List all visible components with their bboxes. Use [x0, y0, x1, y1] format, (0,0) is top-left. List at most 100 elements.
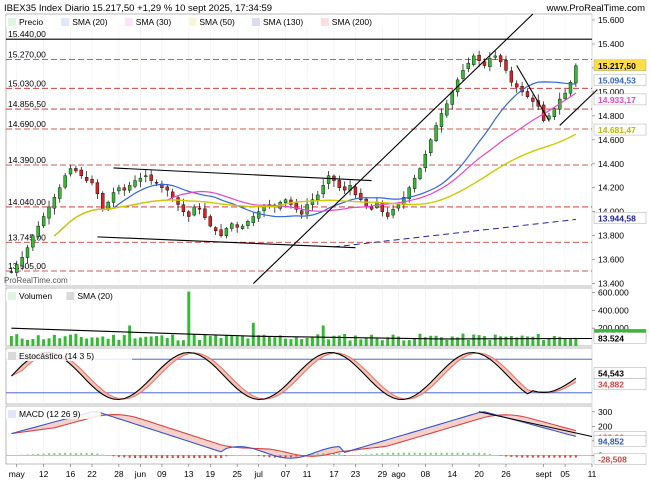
- x-tick-label: 17: [329, 469, 339, 479]
- volume-bar: [133, 338, 137, 346]
- macd-histogram-bar: [31, 454, 34, 456]
- candle-body: [509, 70, 514, 83]
- candle-body: [531, 97, 535, 102]
- volume-bar: [219, 337, 223, 346]
- candle-body: [25, 247, 30, 258]
- candle-body: [181, 204, 186, 212]
- volume-bar: [488, 340, 492, 346]
- macd-histogram-bar: [187, 455, 190, 459]
- volume-bar: [569, 338, 572, 346]
- macd-histogram-bar: [91, 452, 94, 456]
- volume-bar: [493, 334, 497, 346]
- macd-histogram-bar: [80, 452, 83, 456]
- macd-histogram-bar: [322, 453, 325, 456]
- candle-body: [391, 209, 395, 216]
- level-label: 13.745,00: [8, 232, 46, 242]
- macd-histogram-bar: [483, 453, 486, 456]
- candle-body: [515, 83, 519, 88]
- candle-body: [240, 225, 245, 229]
- volume-bar: [402, 340, 406, 346]
- volume-bar: [69, 334, 72, 346]
- candle-body: [450, 91, 454, 105]
- level-label: 13.505,00: [8, 261, 46, 271]
- chart-header-title: IBEX35 Index Diario 15.217,50 +1,29 % 10…: [4, 3, 272, 14]
- macd-histogram-bar: [392, 452, 395, 456]
- candle-body: [525, 91, 530, 97]
- macd-histogram-bar: [26, 454, 29, 456]
- sma-130-line: [333, 218, 576, 248]
- x-tick-label: 08: [421, 469, 431, 479]
- volume-bar: [273, 337, 277, 346]
- candle-body: [144, 175, 148, 177]
- volume-bar: [563, 338, 567, 346]
- candle-body: [536, 100, 540, 107]
- candle-body: [262, 206, 266, 212]
- volume-panel: 600.000400.000200.000121.29183.524Volume…: [5, 287, 647, 347]
- chart-header-source[interactable]: www.ProRealTime.com: [546, 3, 645, 14]
- legend-background: [6, 408, 101, 419]
- volume-bar: [284, 338, 288, 346]
- y-tick-label: 13.400: [598, 279, 624, 289]
- macd-histogram-bar: [311, 454, 314, 456]
- value-label: 94,852: [598, 437, 624, 447]
- macd-histogram-bar: [74, 452, 77, 456]
- candle-body: [154, 182, 159, 184]
- volume-bar: [47, 338, 51, 346]
- candle-body: [149, 174, 153, 181]
- macd-histogram-bar: [515, 455, 518, 458]
- value-label: 13.944,58: [598, 213, 636, 223]
- y-tick-label: 14.400: [598, 159, 624, 169]
- volume-bar: [26, 339, 29, 346]
- volume-bar: [316, 334, 320, 346]
- macd-histogram-bar: [424, 452, 427, 456]
- volume-bar: [337, 335, 341, 346]
- x-axis: may 12 16 22 28 jun 09 13 19 25 jul 07 11 17 23 29 ago 08…: [9, 464, 597, 479]
- legend-label: SMA (30): [136, 17, 172, 27]
- candle-body: [41, 216, 46, 227]
- volume-bar: [149, 336, 153, 346]
- candle-body: [337, 180, 341, 188]
- macd-histogram-bar: [510, 455, 513, 457]
- candle-body: [386, 212, 390, 217]
- volume-bar: [267, 336, 271, 346]
- macd-histogram-bar: [542, 455, 545, 458]
- macd-histogram-bar: [150, 455, 153, 459]
- legend-background: [59, 16, 123, 27]
- macd-histogram-bar: [182, 455, 185, 459]
- volume-bar: [359, 339, 363, 346]
- macd-histogram-bar: [467, 452, 470, 456]
- macd-histogram-bar: [435, 452, 438, 456]
- x-tick-label: 12: [39, 469, 49, 479]
- macd-histogram-bar: [402, 452, 405, 456]
- value-label: 14.933,17: [598, 95, 636, 105]
- macd-histogram-bar: [257, 455, 260, 456]
- volume-bar: [380, 340, 384, 346]
- volume-bar: [15, 334, 19, 346]
- candle-body: [15, 264, 19, 273]
- candle-body: [36, 225, 40, 237]
- value-label-box: [593, 435, 647, 447]
- x-tick-label: 16: [66, 469, 76, 479]
- macd-histogram-bar: [440, 452, 443, 456]
- volume-bar: [456, 337, 460, 346]
- volume-bar: [101, 336, 105, 346]
- macd-histogram-bar: [488, 454, 491, 456]
- volume-bar: [536, 334, 540, 346]
- volume-bar: [439, 337, 443, 346]
- macd-fill: [11, 411, 576, 459]
- volume-bar: [547, 338, 551, 346]
- volume-bar: [128, 325, 132, 346]
- candle-body: [58, 187, 62, 199]
- macd-histogram-bar: [42, 453, 45, 456]
- volume-bar: [450, 336, 454, 346]
- volume-bar: [305, 337, 309, 346]
- x-tick-label: 11: [588, 469, 597, 479]
- volume-bar: [542, 340, 546, 346]
- legend-label: SMA (130): [263, 17, 303, 27]
- macd-histogram-bar: [85, 452, 88, 456]
- value-label-box: [593, 332, 647, 344]
- candle-body: [90, 178, 94, 184]
- y-tick-label: 15.400: [598, 39, 624, 49]
- volume-bar: [63, 336, 67, 346]
